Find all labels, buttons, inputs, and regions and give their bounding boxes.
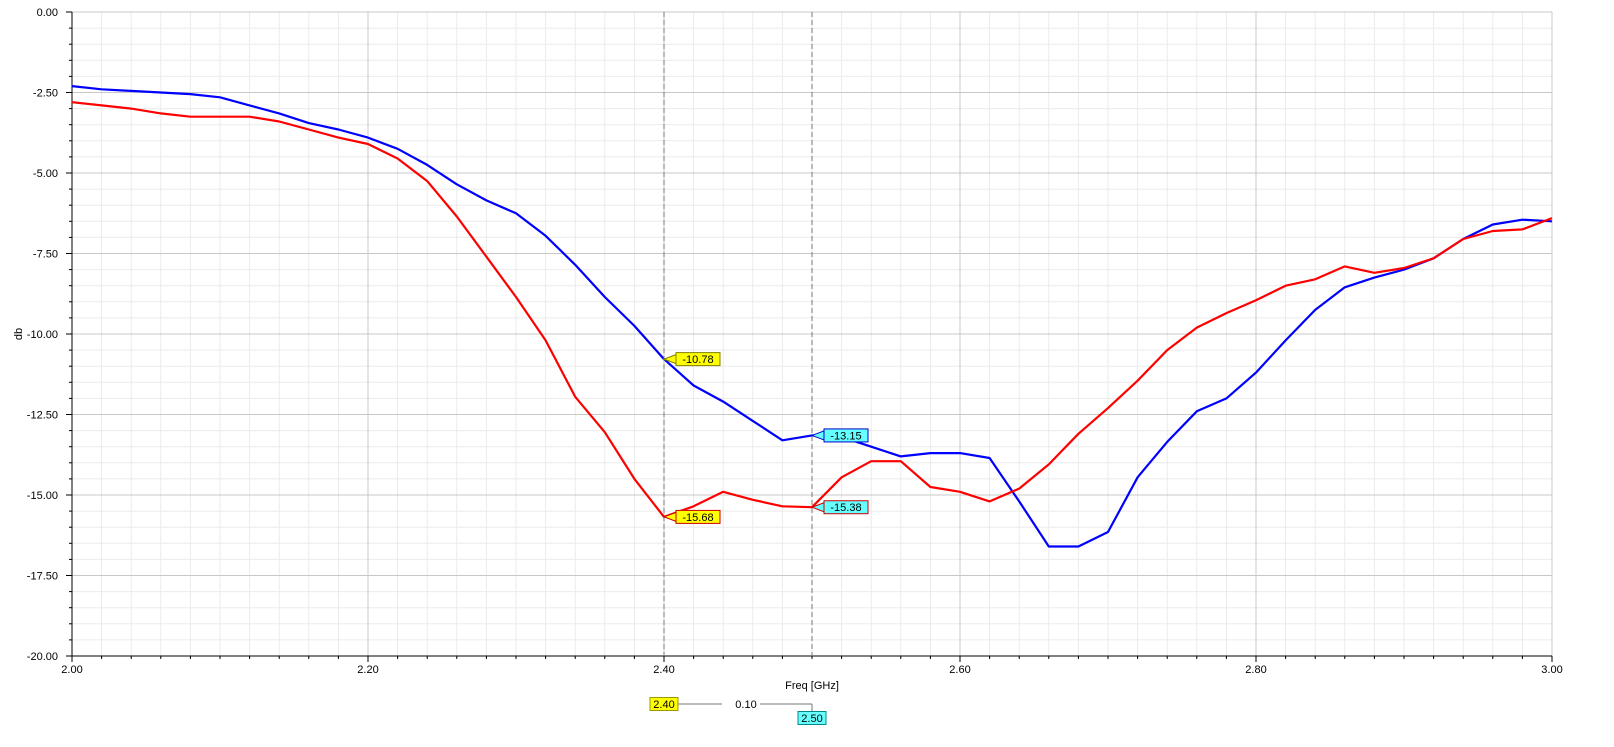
- marker-label-box: [823, 428, 869, 443]
- marker-x-label-box: [649, 697, 679, 711]
- x-tick-label: 2.20: [357, 664, 378, 676]
- x-axis-label: Freq [GHz]: [785, 680, 839, 692]
- y-tick-label: -20.00: [27, 651, 58, 663]
- marker-x-label-box: [797, 711, 827, 725]
- marker-x-label[interactable]: 2.50: [797, 711, 827, 726]
- marker-label-box: [675, 509, 721, 524]
- marker-label-box: [675, 352, 721, 367]
- axes: 2.00 2.20 2.40 2.60 2.80 3.00 0.00 -2.50 -5.00 -7…: [27, 7, 1563, 676]
- x-tick-label: 2.00: [61, 664, 82, 676]
- y-tick-label: -7.50: [33, 249, 58, 261]
- marker-label-box: [823, 500, 869, 515]
- markers-group[interactable]: -10.78 -15.68 -13.15 -15.38 0.10 2.40 2.50: [649, 12, 869, 726]
- marker-x-label-text: 2.40: [653, 699, 674, 711]
- marker-value-label[interactable]: -15.38: [810, 500, 869, 515]
- y-tick-label: -10.00: [27, 329, 58, 341]
- delta-label: 0.10: [735, 699, 756, 711]
- x-tick-label: 2.80: [1245, 664, 1266, 676]
- marker-value-text: -15.68: [682, 512, 713, 524]
- marker-value-label[interactable]: -13.15: [810, 428, 869, 443]
- marker-value-text: -10.78: [682, 354, 713, 366]
- y-tick-label: -5.00: [33, 168, 58, 180]
- y-axis-label: db: [13, 328, 25, 340]
- x-tick-label: 3.00: [1541, 664, 1562, 676]
- marker-x-label[interactable]: 2.40: [649, 697, 679, 712]
- y-tick-label: -12.50: [27, 410, 58, 422]
- y-tick-label: 0.00: [37, 7, 58, 19]
- marker-value-text: -15.38: [830, 502, 861, 514]
- marker-value-text: -13.15: [830, 430, 861, 442]
- y-tick-label: -15.00: [27, 490, 58, 502]
- x-tick-label: 2.60: [949, 664, 970, 676]
- marker-value-label[interactable]: -15.68: [662, 509, 721, 524]
- y-tick-label: -2.50: [33, 88, 58, 100]
- marker-x-label-text: 2.50: [801, 713, 822, 725]
- x-tick-label: 2.40: [653, 664, 674, 676]
- marker-value-label[interactable]: -10.78: [662, 352, 721, 367]
- y-tick-label: -17.50: [27, 571, 58, 583]
